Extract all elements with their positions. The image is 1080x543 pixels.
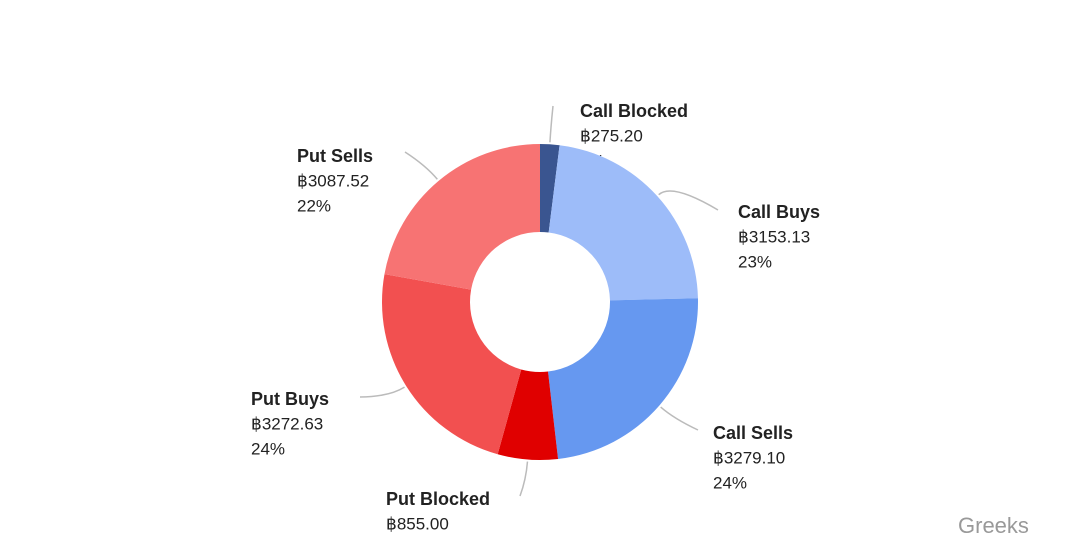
percent-label: 22% [297,196,331,215]
leader-line [549,105,554,143]
leader-line [519,461,529,497]
percent-label: 24% [251,439,285,458]
slice-name: Put Blocked [386,489,490,509]
leader-line [658,190,719,211]
slice-name: Put Buys [251,389,329,409]
value-label: ฿3272.63 [251,414,323,433]
slice-name: Call Sells [713,423,793,443]
leader-line [359,386,405,398]
slice [384,144,540,290]
slice-name: Put Sells [297,146,373,166]
slice-name: Call Buys [738,202,820,222]
watermark: Greeks [958,513,1029,538]
slice [540,144,560,233]
value-label: ฿3153.13 [738,227,810,246]
leader-line [404,151,438,180]
leader-line [660,406,699,431]
percent-label: 24% [713,473,747,492]
slice [548,298,699,459]
slice-name: Call Blocked [580,101,688,121]
percent-label: 23% [738,252,772,271]
slice [548,145,698,301]
value-label: ฿275.20 [580,126,643,145]
slice [497,369,559,461]
value-label: ฿3087.52 [297,171,369,190]
value-label: ฿3279.10 [713,448,785,467]
value-label: ฿855.00 [386,514,449,533]
slice [382,274,522,455]
